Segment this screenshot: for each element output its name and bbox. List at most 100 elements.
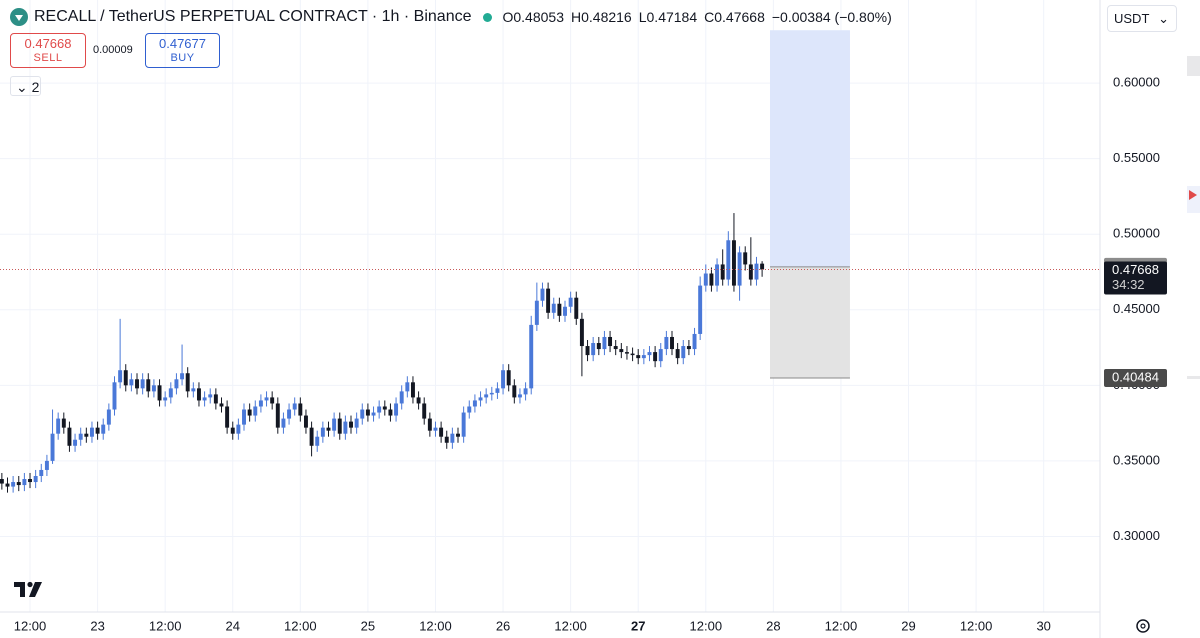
candle-body bbox=[534, 300, 539, 325]
grid bbox=[0, 0, 1100, 612]
candle-body bbox=[303, 415, 308, 428]
candle-body bbox=[202, 397, 207, 401]
candle-body bbox=[658, 349, 663, 362]
alert-marker[interactable] bbox=[1189, 190, 1197, 200]
candle-body bbox=[371, 412, 376, 416]
countdown: 34:32 bbox=[1112, 277, 1145, 292]
candle-body bbox=[540, 288, 545, 301]
legend-label: L bbox=[638, 9, 647, 25]
candle-body bbox=[89, 427, 94, 437]
candle-body bbox=[574, 297, 579, 319]
indicator-toggle[interactable]: ⌄ 2 bbox=[10, 76, 41, 96]
candle-body bbox=[624, 352, 629, 354]
candle-body bbox=[343, 421, 348, 434]
candle-body bbox=[568, 297, 573, 307]
legend-high: H0.48216 bbox=[571, 9, 632, 25]
candle-body bbox=[78, 433, 83, 440]
candle-body bbox=[230, 427, 235, 434]
candle-body bbox=[456, 433, 460, 437]
candle-body bbox=[326, 427, 331, 431]
last-price-tag: 0.47668 bbox=[1112, 262, 1159, 277]
candle-body bbox=[33, 476, 38, 483]
buy-button[interactable]: 0.47677 BUY bbox=[145, 33, 220, 68]
legend-label: C bbox=[704, 9, 715, 25]
candle-body bbox=[157, 385, 162, 401]
symbol-logo bbox=[10, 8, 28, 26]
candle-body bbox=[394, 403, 399, 416]
candle-body bbox=[743, 252, 748, 265]
side-marker bbox=[1187, 56, 1200, 76]
candle-body bbox=[264, 397, 269, 401]
candle-body bbox=[140, 379, 145, 389]
candle-body bbox=[123, 370, 128, 386]
candle-body bbox=[461, 412, 466, 437]
candle-body bbox=[517, 394, 522, 398]
x-tick-label: 24 bbox=[226, 618, 240, 633]
tv-logo[interactable] bbox=[14, 581, 42, 597]
candle-body bbox=[433, 427, 438, 431]
legend-value: 0.48216 bbox=[581, 9, 632, 25]
candle-body bbox=[84, 433, 89, 437]
candle-body bbox=[146, 379, 151, 392]
candle-body bbox=[320, 427, 325, 437]
header: RECALL / TetherUS PERPETUAL CONTRACT · 1… bbox=[10, 6, 899, 28]
candle-body bbox=[258, 400, 263, 407]
candle-body bbox=[596, 343, 601, 350]
candle-body bbox=[16, 482, 21, 486]
candle-body bbox=[647, 352, 652, 356]
y-tick-label: 0.35000 bbox=[1113, 452, 1160, 467]
y-tick-label: 0.45000 bbox=[1113, 301, 1160, 316]
candle-body bbox=[529, 324, 534, 389]
candle-body bbox=[546, 288, 551, 313]
candle-body bbox=[720, 264, 725, 280]
indicator-count: 2 bbox=[31, 79, 40, 95]
candle-body bbox=[61, 418, 66, 428]
candle-body bbox=[467, 406, 472, 413]
candle-body bbox=[478, 397, 483, 401]
candle-body bbox=[219, 403, 224, 407]
x-tick-label: 12:00 bbox=[825, 618, 858, 633]
legend-value: 0.48053 bbox=[513, 9, 564, 25]
candle-body bbox=[551, 303, 556, 313]
candle-body bbox=[579, 318, 584, 347]
candle-body bbox=[191, 388, 196, 392]
x-tick-label: 12:00 bbox=[419, 618, 452, 633]
candle-body bbox=[168, 388, 173, 398]
legend-change: −0.00384 (−0.80%) bbox=[771, 9, 892, 25]
legend-open: O0.48053 bbox=[502, 9, 564, 25]
legend-label: O bbox=[502, 9, 514, 25]
position-tool[interactable] bbox=[769, 30, 850, 379]
sell-price: 0.47668 bbox=[24, 36, 72, 51]
currency-select[interactable]: USDT ⌄ bbox=[1107, 5, 1177, 32]
candle-body bbox=[287, 409, 292, 419]
candle-body bbox=[332, 418, 337, 431]
candle-body bbox=[365, 409, 370, 416]
candle-body bbox=[675, 349, 680, 359]
candle-body bbox=[619, 349, 624, 353]
candle-body bbox=[377, 406, 382, 413]
candle-body bbox=[135, 379, 139, 389]
y-tick-label: 0.55000 bbox=[1113, 150, 1160, 165]
candle-body bbox=[585, 346, 590, 356]
candle-body bbox=[427, 418, 432, 431]
candle-body bbox=[715, 264, 720, 286]
candle-body bbox=[242, 409, 246, 425]
sell-button[interactable]: 0.47668 SELL bbox=[10, 33, 86, 68]
candle-body bbox=[281, 418, 286, 428]
candle-body bbox=[95, 427, 100, 434]
y-tick-label: 0.50000 bbox=[1113, 226, 1160, 241]
candle-body bbox=[630, 353, 635, 356]
candle-body bbox=[106, 409, 111, 425]
settings-icon[interactable] bbox=[1136, 619, 1150, 633]
candle-body bbox=[439, 427, 444, 437]
candle-body bbox=[726, 240, 731, 280]
legend-value: 0.47668 bbox=[714, 9, 765, 25]
candle-body bbox=[196, 388, 201, 401]
candle-body bbox=[608, 336, 613, 347]
y-tick-label: 0.30000 bbox=[1113, 528, 1160, 543]
x-tick-label: 30 bbox=[1036, 618, 1050, 633]
chart-title: RECALL / TetherUS PERPETUAL CONTRACT · 1… bbox=[34, 8, 472, 25]
candle-body bbox=[28, 479, 32, 483]
candle-body bbox=[737, 252, 742, 286]
